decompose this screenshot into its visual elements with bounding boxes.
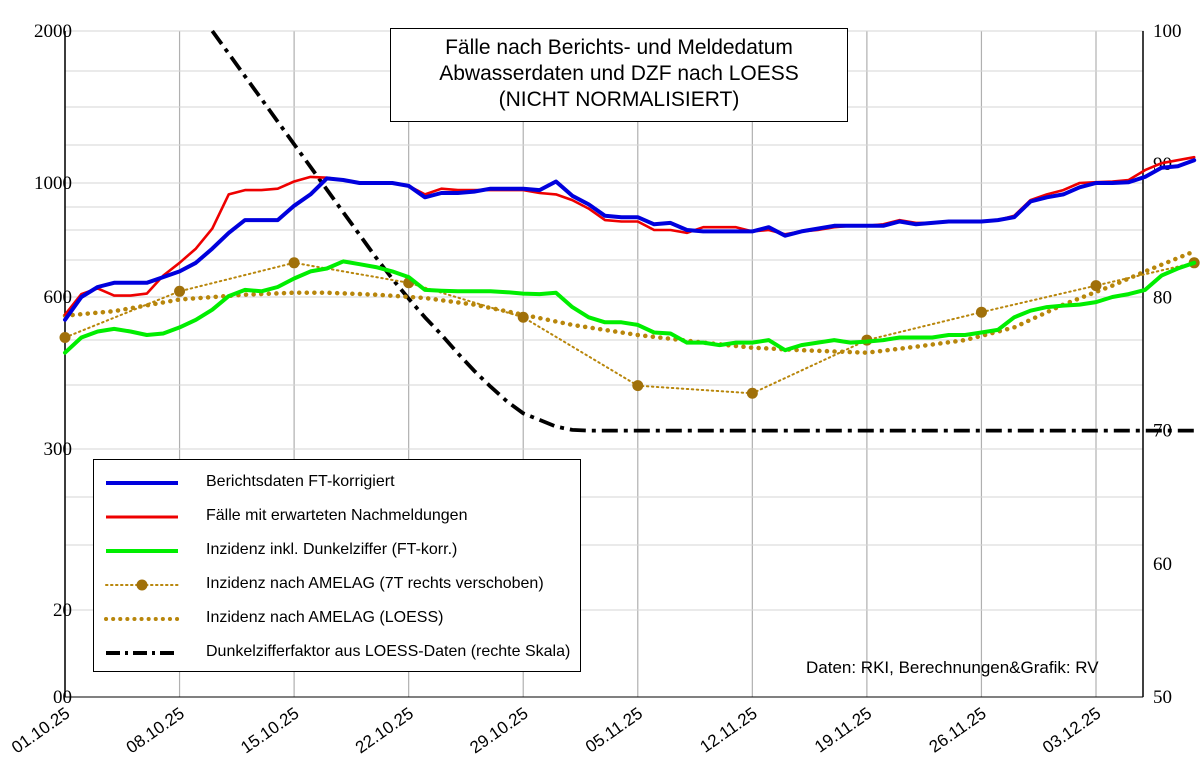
x-tick-label: 12.11.25 <box>697 704 761 757</box>
y-tick-label-left: 00 <box>53 687 72 708</box>
series-line <box>210 29 1195 433</box>
legend-swatch <box>106 651 178 655</box>
data-point-marker <box>174 285 186 297</box>
data-point-marker <box>632 380 644 392</box>
y-tick-label-left: 1000 <box>34 173 72 194</box>
series-line <box>62 249 1197 355</box>
legend-entry: Inzidenz nach AMELAG (LOESS) <box>94 604 580 634</box>
x-tick-label: 29.10.25 <box>466 704 531 758</box>
legend-swatch <box>106 481 178 485</box>
y-tick-label-left: 20 <box>53 600 72 621</box>
legend-label: Fälle mit erwarteten Nachmeldungen <box>206 507 468 524</box>
data-point-marker <box>975 306 987 318</box>
x-tick-label: 01.10.25 <box>8 704 73 758</box>
x-tick-label: 08.10.25 <box>123 704 188 758</box>
data-point-marker <box>288 257 300 269</box>
legend-entry: Fälle mit erwarteten Nachmeldungen <box>94 502 580 532</box>
legend-entry: Inzidenz inkl. Dunkelziffer (FT-korr.) <box>94 536 580 566</box>
y-tick-label-right: 70 <box>1153 421 1172 442</box>
legend-label: Inzidenz nach AMELAG (LOESS) <box>206 609 444 626</box>
legend-swatch <box>105 579 179 591</box>
legend: Berichtsdaten FT-korrigiert Fälle mit er… <box>93 459 581 672</box>
series-line <box>64 261 1196 395</box>
y-tick-label-right: 50 <box>1153 687 1172 708</box>
legend-swatch <box>104 617 180 621</box>
data-point-marker <box>517 311 529 323</box>
legend-label: Dunkelzifferfaktor aus LOESS-Daten (rech… <box>206 643 571 660</box>
y-tick-label-left: 300 <box>44 439 73 460</box>
data-point-marker <box>59 332 71 344</box>
series-group <box>59 29 1200 433</box>
legend-label: Inzidenz nach AMELAG (7T rechts verschob… <box>206 575 544 592</box>
x-tick-label: 15.10.25 <box>237 704 302 758</box>
chart-title-line-1: Fälle nach Berichts- und Meldedatum <box>445 36 793 59</box>
chart-title-line-2: Abwasserdaten und DZF nach LOESS <box>439 62 799 85</box>
series-line <box>63 155 1196 317</box>
y-tick-label-right: 100 <box>1153 21 1182 42</box>
y-tick-label-right: 60 <box>1153 554 1172 575</box>
y-tick-label-left: 2000 <box>34 21 72 42</box>
x-tick-label: 22.10.25 <box>352 704 417 758</box>
chart-title: Fälle nach Berichts- und Meldedatum Abwa… <box>390 28 848 122</box>
series-line <box>63 158 1197 322</box>
x-tick-label: 03.12.25 <box>1039 704 1104 758</box>
y-tick-label-left: 600 <box>44 287 73 308</box>
chart-title-line-3: (NICHT NORMALISIERT) <box>498 88 740 111</box>
series-line <box>63 259 1197 355</box>
legend-entry: Berichtsdaten FT-korrigiert <box>94 468 580 498</box>
legend-entry: Inzidenz nach AMELAG (7T rechts verschob… <box>94 570 580 600</box>
legend-entry: Dunkelzifferfaktor aus LOESS-Daten (rech… <box>94 638 580 668</box>
x-tick-label: 05.11.25 <box>582 704 646 757</box>
source-note: Daten: RKI, Berechnungen&Grafik: RV <box>806 658 1099 677</box>
legend-swatch <box>106 515 178 519</box>
y-tick-label-right: 80 <box>1153 287 1172 308</box>
legend-swatch <box>106 549 178 553</box>
legend-label: Berichtsdaten FT-korrigiert <box>206 473 395 490</box>
x-tick-label: 19.11.25 <box>811 704 875 757</box>
data-point-marker <box>1090 280 1102 292</box>
x-tick-label: 26.11.25 <box>926 704 990 757</box>
data-point-marker <box>746 387 758 399</box>
legend-label: Inzidenz inkl. Dunkelziffer (FT-korr.) <box>206 541 458 558</box>
